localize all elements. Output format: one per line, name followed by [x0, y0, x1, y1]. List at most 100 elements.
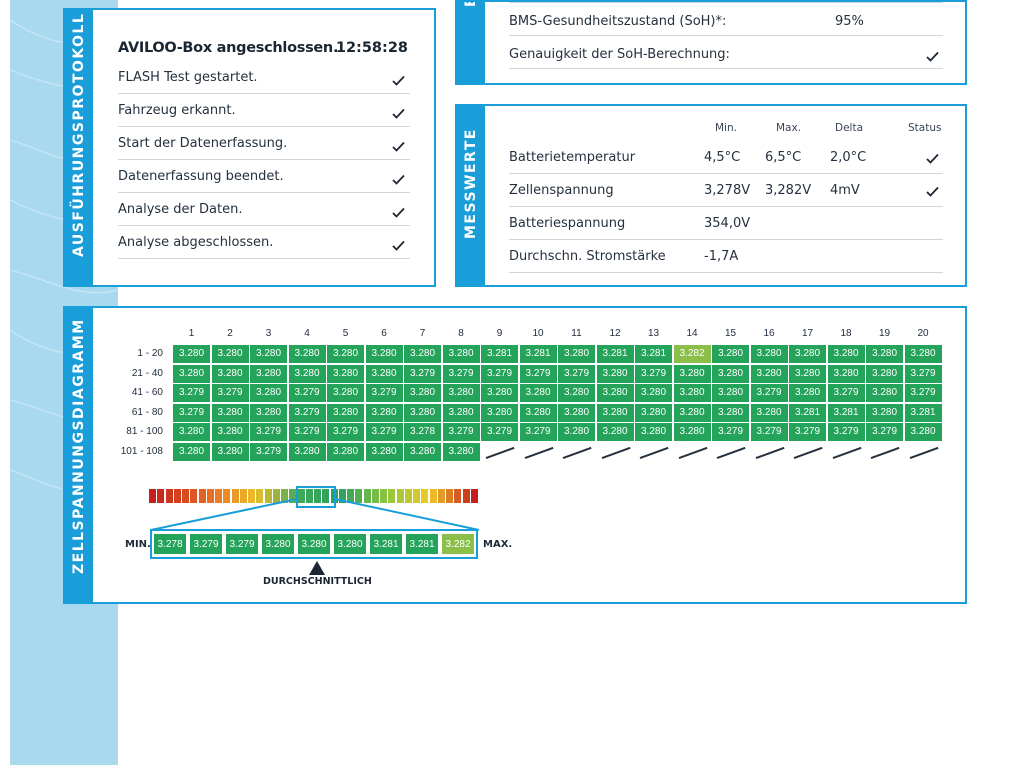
check-icon	[392, 240, 406, 252]
voltage-cell: 3.280	[596, 364, 634, 383]
legend-cell: 3.279	[189, 533, 223, 555]
row-label: 81 - 100	[126, 426, 163, 437]
scale-segment	[281, 489, 288, 503]
row-label: 61 - 80	[131, 406, 163, 418]
empty-cell-dash	[909, 446, 938, 459]
voltage-cell: 3.279	[173, 403, 210, 422]
voltage-cell: 3.279	[558, 364, 595, 383]
voltage-cell: 3.280	[173, 442, 210, 461]
legend-cell: 3.280	[297, 533, 331, 555]
column-label: 4	[304, 328, 310, 339]
diagram-title: ZELLSPANNUNGSDIAGRAMM	[71, 318, 87, 574]
voltage-cell: 3.280	[558, 384, 595, 402]
voltage-cell: 3.279	[365, 384, 403, 402]
bms-accuracy-label: Genauigkeit der SoH-Berechnung:	[509, 47, 730, 62]
voltage-cell: 3.279	[904, 364, 942, 383]
column-label: 6	[381, 328, 387, 339]
scale-segment	[380, 489, 387, 503]
voltage-cell: 3.280	[211, 423, 249, 441]
voltage-cell: 3.280	[673, 423, 711, 441]
voltage-cell: 3.280	[288, 442, 326, 461]
voltage-cell: 3.281	[596, 345, 634, 363]
measurement-min: 4,5°C	[704, 150, 741, 165]
voltage-cell: 3.279	[481, 423, 518, 441]
scale-segment	[396, 489, 404, 503]
measurement-label: Durchschn. Stromstärke	[509, 249, 666, 264]
voltage-cell: 3.280	[365, 403, 403, 422]
scale-segment	[363, 489, 371, 503]
voltage-cell: 3.280	[789, 345, 826, 363]
legend-min-label: MIN.	[125, 539, 151, 550]
voltage-cell: 3.279	[211, 384, 249, 402]
voltage-cell: 3.280	[904, 345, 942, 363]
voltage-cell: 3.280	[635, 423, 672, 441]
scale-segment	[239, 489, 247, 503]
scale-segment	[322, 489, 330, 503]
voltage-cell: 3.279	[288, 423, 326, 441]
voltage-cell: 3.280	[442, 403, 480, 422]
column-label: 17	[801, 328, 814, 339]
scale-segment	[413, 489, 420, 503]
voltage-cell: 3.280	[288, 345, 326, 363]
voltage-cell: 3.280	[519, 403, 557, 422]
voltage-cell: 3.280	[673, 403, 711, 422]
scale-segment	[446, 489, 453, 503]
measurement-min: -1,7A	[704, 249, 739, 264]
voltage-cell: 3.279	[250, 442, 287, 461]
check-icon	[392, 207, 406, 219]
column-label: 14	[686, 328, 698, 339]
voltage-cell: 3.280	[442, 442, 480, 461]
voltage-cell: 3.279	[789, 423, 826, 441]
voltage-cell: 3.279	[288, 403, 326, 422]
scale-segment	[248, 489, 255, 503]
voltage-cell: 3.280	[712, 345, 749, 363]
voltage-cell: 3.280	[250, 345, 287, 363]
scale-segment	[305, 489, 313, 503]
protocol-title: AUSFÜHRUNGSPROTOKOLL	[71, 12, 87, 257]
protocol-step-label: Start der Datenerfassung.	[118, 136, 288, 151]
voltage-cell: 3.280	[827, 364, 865, 383]
column-label: 9	[496, 328, 503, 339]
header-status: Status	[908, 122, 942, 134]
column-label: 8	[458, 328, 464, 339]
voltage-cell: 3.279	[327, 423, 364, 441]
header-delta: Delta	[835, 122, 864, 134]
empty-cell-dash	[832, 446, 861, 459]
voltage-cell: 3.280	[211, 403, 249, 422]
protocol-step: Analyse der Daten.	[118, 202, 410, 226]
voltage-cell: 3.280	[404, 345, 441, 363]
voltage-cell: 3.280	[635, 403, 672, 422]
protocol-time: 12:58:28	[335, 40, 408, 56]
voltage-cell: 3.280	[673, 384, 711, 402]
scale-segment	[347, 489, 354, 503]
voltage-cell: 3.280	[596, 423, 634, 441]
empty-cell-dash	[485, 446, 515, 459]
voltage-cell: 3.280	[442, 384, 480, 402]
scale-segment	[223, 489, 231, 503]
voltage-cell: 3.279	[712, 423, 749, 441]
measurement-row: Durchschn. Stromstärke -1,7A	[509, 249, 943, 273]
check-icon	[926, 153, 940, 165]
voltage-cell: 3.280	[365, 442, 403, 461]
diagram-title-bar: ZELLSPANNUNGSDIAGRAMM	[65, 308, 93, 602]
voltage-cell: 3.280	[404, 384, 441, 402]
column-label: 2	[227, 328, 233, 339]
protocol-step: Fahrzeug erkannt.	[118, 103, 410, 127]
voltage-cell: 3.280	[327, 384, 364, 402]
voltage-cell: 3.281	[481, 345, 518, 363]
bms-soh-row: BMS-Gesundheitszustand (SoH)*: 95%	[509, 14, 943, 36]
scale-segment	[264, 489, 272, 503]
average-label: DURCHSCHNITTLICH	[263, 576, 372, 587]
column-label: 11	[571, 328, 582, 339]
measurement-row: Zellenspannung 3,278V 3,282V 4mV	[509, 183, 943, 207]
check-icon	[926, 51, 940, 63]
voltage-cell: 3.280	[250, 384, 287, 402]
protocol-step: Datenerfassung beendet.	[118, 169, 410, 193]
voltage-cell: 3.280	[250, 364, 287, 383]
voltage-cell: 3.280	[712, 403, 749, 422]
voltage-cell: 3.280	[173, 345, 210, 363]
column-label: 5	[342, 328, 349, 339]
protocol-header: AVILOO-Box angeschlossen.	[118, 40, 339, 56]
check-icon	[392, 75, 406, 87]
protocol-step-label: Analyse abgeschlossen.	[118, 235, 274, 250]
